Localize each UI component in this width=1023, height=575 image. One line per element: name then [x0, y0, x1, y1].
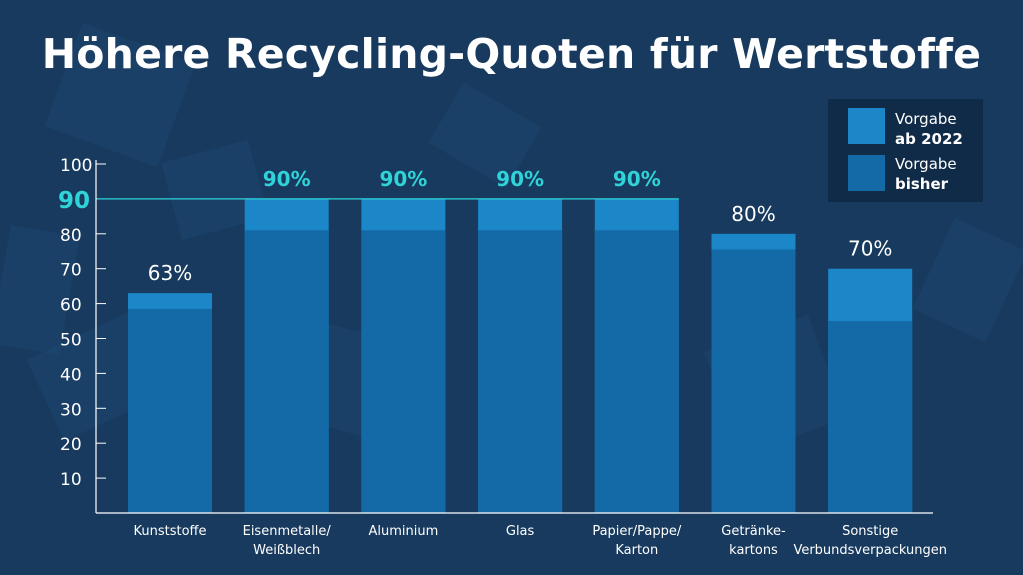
data-label: 70%: [848, 237, 892, 261]
data-label: 90%: [379, 167, 427, 191]
category-label: Eisenmetalle/: [243, 524, 332, 539]
y-tick-label: 70: [60, 261, 82, 281]
data-label: 80%: [731, 202, 775, 226]
y-tick-label: 10: [60, 470, 82, 490]
y-tick-label: 80: [60, 226, 82, 246]
y-tick-label: 50: [60, 331, 82, 351]
category-label: Getränke-: [721, 524, 786, 539]
legend-swatch-new: [848, 108, 885, 144]
legend-label-new: Vorgabe ab 2022: [895, 110, 963, 148]
category-label: Glas: [506, 524, 535, 539]
chart-title: Höhere Recycling-Quoten für Wertstoffe: [41, 30, 982, 78]
category-label: Verbundsverpackungen: [793, 543, 946, 558]
category-label: Sonstige: [842, 524, 898, 539]
y-tick-label: 30: [60, 400, 82, 420]
data-label: 90%: [613, 167, 661, 191]
bar-vorgabe-bisher: [828, 321, 913, 513]
legend: Vorgabe ab 2022 Vorgabe bisher: [828, 99, 983, 202]
category-label: Kunststoffe: [133, 524, 206, 539]
data-label: 63%: [148, 261, 192, 285]
y-tick-label: 60: [60, 296, 82, 316]
category-label: Aluminium: [369, 524, 439, 539]
y-tick-label: 40: [60, 365, 82, 385]
legend-swatch-old: [848, 155, 885, 191]
bar-vorgabe-bisher: [478, 230, 563, 513]
data-label: 90%: [263, 167, 311, 191]
reference-line-label: 90: [58, 188, 90, 214]
data-label: 90%: [496, 167, 544, 191]
category-label: Karton: [615, 543, 658, 558]
category-label: Weißblech: [253, 543, 320, 558]
category-label: Papier/Pappe/: [592, 524, 682, 539]
bar-vorgabe-bisher: [128, 308, 212, 513]
category-label: kartons: [729, 543, 778, 558]
legend-label-old: Vorgabe bisher: [895, 155, 957, 193]
bar-vorgabe-bisher: [594, 230, 679, 513]
bar-vorgabe-bisher: [711, 249, 796, 513]
y-tick-label: 20: [60, 435, 82, 455]
bar-vorgabe-bisher: [361, 230, 446, 513]
y-tick-label: 100: [60, 156, 92, 176]
bar-vorgabe-bisher: [244, 230, 329, 513]
